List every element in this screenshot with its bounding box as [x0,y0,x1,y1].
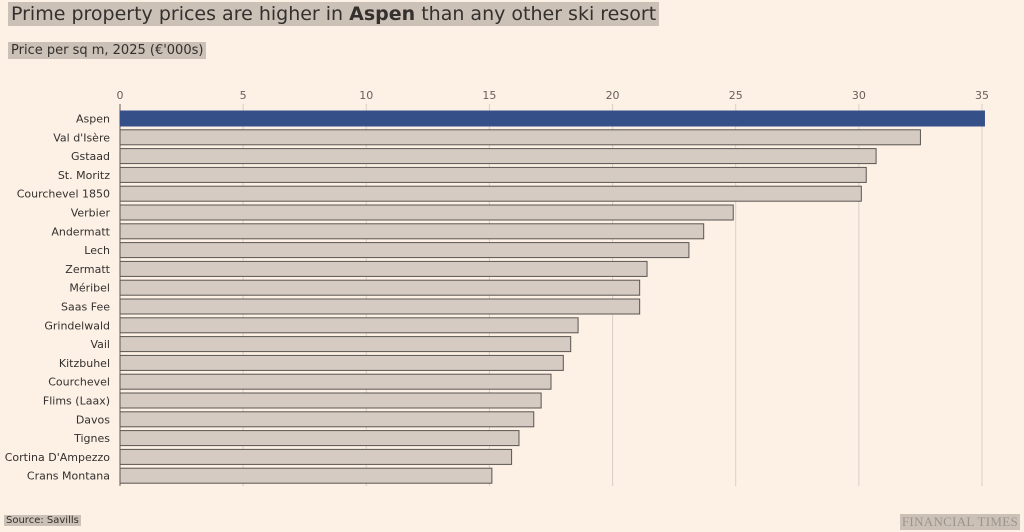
bar-10 [119,298,641,315]
category-label: Cortina D'Ampezzo [5,451,111,464]
x-tick-label: 10 [359,89,373,102]
bar-9 [119,279,641,296]
bar-6 [119,223,705,240]
bar-0 [119,110,985,127]
bar-17 [119,430,520,447]
x-tick-label: 35 [975,89,989,102]
bar-2 [119,148,877,165]
category-label: St. Moritz [58,169,110,182]
category-label: Gstaad [71,150,110,163]
title-text-end: than any other ski resort [415,3,657,25]
category-label: Saas Fee [61,301,110,314]
bar-12 [119,336,572,353]
bar-4 [119,185,862,202]
ft-logo: FINANCIAL TIMES [899,514,1020,530]
category-label: Tignes [73,432,110,445]
x-tick-label: 5 [240,89,247,102]
category-label: Flims (Laax) [43,395,110,408]
category-label: Vail [90,338,110,351]
category-label: Davos [76,413,110,426]
x-tick-label: 15 [482,89,496,102]
bar-19 [119,467,493,484]
category-label: Courchevel 1850 [17,188,110,201]
bar-15 [119,392,542,409]
category-label: Verbier [71,207,111,220]
category-label: Andermatt [51,225,110,238]
x-tick-label: 0 [117,89,124,102]
title-highlight: Aspen [349,3,416,25]
title-text: Prime property prices are higher in [11,3,350,25]
bar-3 [119,166,867,183]
bar-18 [119,448,513,465]
category-label: Zermatt [65,263,110,276]
bar-16 [119,411,535,428]
bar-14 [119,373,552,390]
x-tick-label: 30 [852,89,866,102]
category-label: Méribel [69,282,110,295]
x-tick-label: 20 [606,89,620,102]
category-label: Lech [84,244,110,257]
bar-8 [119,260,648,277]
category-label: Crans Montana [27,470,110,483]
bar-1 [119,129,921,146]
bar-13 [119,354,564,371]
category-label: Kitzbuhel [59,357,110,370]
bar-11 [119,317,579,334]
category-label: Aspen [76,113,110,126]
source-note: Source: Savills [4,515,81,526]
category-label: Courchevel [48,376,110,389]
chart-subtitle: Price per sq m, 2025 (€'000s) [8,42,207,59]
category-label: Grindelwald [44,319,110,332]
bar-5 [119,204,734,221]
bar-7 [119,242,690,259]
category-label: Val d'Isère [53,131,110,144]
x-tick-label: 25 [729,89,743,102]
chart-title: Prime property prices are higher in Aspe… [8,2,660,26]
